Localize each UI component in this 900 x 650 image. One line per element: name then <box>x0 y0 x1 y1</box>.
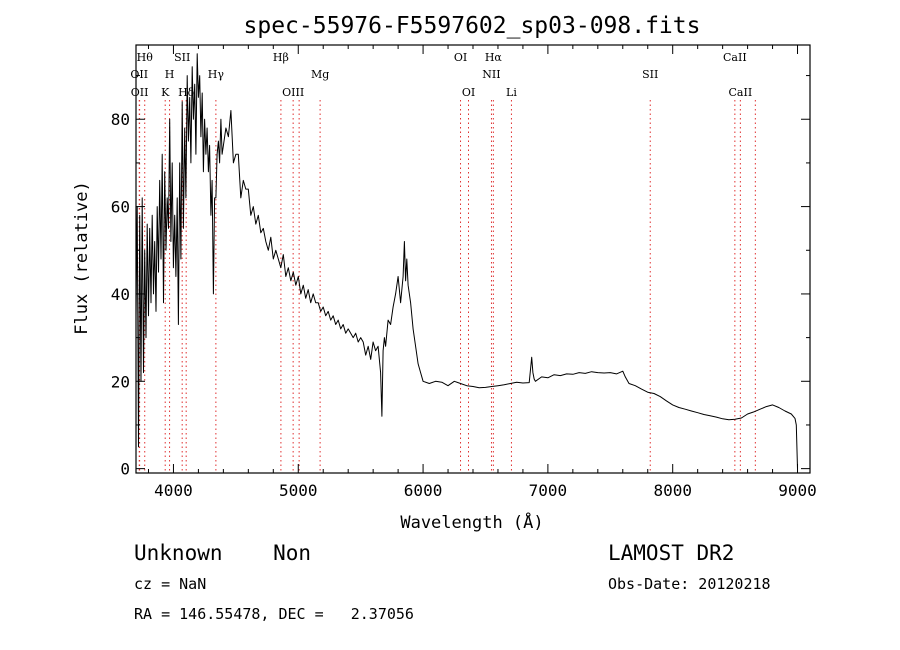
y-tick-label: 0 <box>120 460 130 479</box>
line-marker-label: SII <box>174 51 190 64</box>
line-marker-label: SII <box>642 68 658 81</box>
line-marker-label: OI <box>462 86 475 99</box>
x-tick-label: 4000 <box>154 481 193 500</box>
line-marker-label: K <box>161 86 170 99</box>
line-marker-label: Mg <box>311 68 329 81</box>
line-marker-label: Hγ <box>208 68 225 81</box>
line-marker-label: Hα <box>485 51 503 64</box>
line-marker-label: NII <box>482 68 500 81</box>
axis-ticks: 4000 5000 6000 7000 8000 9000 0 20 40 60 80 <box>111 45 817 500</box>
line-marker-label: OII <box>130 68 148 81</box>
x-axis-label: Wavelength (Å) <box>400 511 543 533</box>
x-tick-label: 9000 <box>778 481 817 500</box>
line-marker-label: H <box>165 68 175 81</box>
x-tick-label: 8000 <box>653 481 692 500</box>
line-marker-label: Li <box>506 86 517 99</box>
line-marker-label: CaII <box>729 86 753 99</box>
x-tick-label: 5000 <box>279 481 318 500</box>
chart-title: spec-55976-F5597602_sp03-098.fits <box>244 13 701 39</box>
line-marker-label: OII <box>131 86 149 99</box>
classification-text: Unknown Non <box>134 541 312 565</box>
x-tick-label: 7000 <box>529 481 568 500</box>
obs-date-text: Obs-Date: 20120218 <box>608 575 771 593</box>
line-marker-label: Hδ <box>178 86 195 99</box>
y-axis-label: Flux (relative) <box>72 181 92 335</box>
line-marker-label: Hθ <box>137 51 154 64</box>
y-tick-label: 80 <box>111 110 130 129</box>
line-marker-label: CaII <box>723 51 747 64</box>
line-marker-label: OIII <box>282 86 304 99</box>
y-tick-label: 20 <box>111 372 130 391</box>
coordinates-text: RA = 146.55478, DEC = 2.37056 <box>134 605 414 623</box>
emission-line-markers: OII OII Hθ KH SII Hδ Hγ Hβ OIII Mg OI OI NII Hα Li SII C… <box>130 51 756 473</box>
line-marker-label: OI <box>454 51 467 64</box>
y-tick-label: 40 <box>111 285 130 304</box>
line-marker-label: Hβ <box>273 51 289 64</box>
survey-name: LAMOST DR2 <box>608 541 735 565</box>
redshift-text: cz = NaN <box>134 575 207 593</box>
spectrum-line <box>135 53 798 469</box>
x-tick-label: 6000 <box>404 481 443 500</box>
plot-frame <box>135 44 811 474</box>
y-tick-label: 60 <box>111 198 130 217</box>
